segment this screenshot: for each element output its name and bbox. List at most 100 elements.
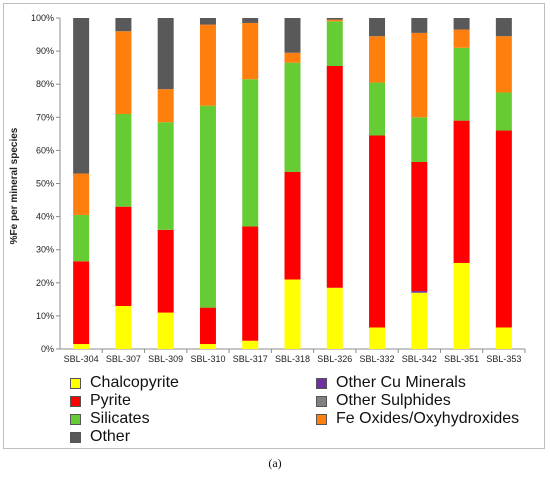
bar-silicates-sbl-309 [157, 122, 174, 230]
legend-label: Other [90, 428, 131, 445]
figure-caption: (a) [268, 456, 282, 470]
x-tick-label: SBL-351 [444, 354, 479, 364]
bar-chalcopyrite-sbl-326 [326, 287, 343, 349]
x-tick-label: SBL-353 [486, 354, 521, 364]
y-tick-label: 20% [36, 278, 54, 288]
legend-item-fe-oxides-oxyhydroxides: Fe Oxides/Oxyhydroxides [316, 410, 519, 428]
y-tick-label: 80% [36, 79, 54, 89]
bar-fe-oxides-oxyhydroxides-sbl-332 [369, 36, 386, 83]
bar-other-sbl-317 [242, 18, 259, 23]
y-tick-label: 10% [36, 311, 54, 321]
bar-pyrite-sbl-332 [369, 135, 386, 328]
bar-fe-oxides-oxyhydroxides-sbl-310 [199, 24, 216, 106]
legend-swatch [70, 377, 81, 389]
bar-silicates-sbl-326 [326, 21, 343, 66]
y-tick-label: 30% [36, 245, 54, 255]
legend-item-other-sulphides: Other Sulphides [316, 392, 451, 410]
y-tick-label: 90% [36, 46, 54, 56]
bar-silicates-sbl-307 [115, 113, 132, 207]
legend-swatch [316, 377, 327, 389]
legend-swatch [70, 431, 81, 443]
bar-other-sbl-318 [284, 18, 301, 53]
bar-pyrite-sbl-353 [495, 130, 512, 328]
bar-silicates-sbl-304 [73, 214, 90, 262]
bar-other-cu-minerals-sbl-342 [411, 291, 428, 293]
x-tick-label: SBL-317 [233, 354, 268, 364]
bar-fe-oxides-oxyhydroxides-sbl-351 [453, 29, 470, 48]
bar-fe-oxides-oxyhydroxides-sbl-326 [326, 19, 343, 22]
legend-swatch [70, 413, 81, 425]
bar-pyrite-sbl-310 [199, 307, 216, 345]
y-tick-label: 100% [31, 13, 54, 23]
legend-swatch [70, 395, 81, 407]
bar-other-sbl-309 [157, 18, 174, 90]
bar-other-sbl-351 [453, 18, 470, 30]
y-tick-label: 50% [36, 179, 54, 189]
x-tick-label: SBL-326 [317, 354, 352, 364]
legend-item-chalcopyrite: Chalcopyrite [70, 374, 179, 392]
y-tick-label: 40% [36, 212, 54, 222]
bar-chalcopyrite-sbl-332 [369, 327, 386, 349]
stacked-bar-chart: 0% 10% 20% 30% 40% 50% 60% 70% 80% 90% 100% SBL-304… [9, 13, 526, 364]
bar-chalcopyrite-sbl-309 [157, 312, 174, 349]
bar-chalcopyrite-sbl-351 [453, 262, 470, 349]
bar-silicates-sbl-353 [495, 92, 512, 131]
bar-pyrite-sbl-318 [284, 171, 301, 280]
bar-other-sbl-342 [411, 18, 428, 33]
x-tick-label: SBL-318 [275, 354, 310, 364]
tick-labels: 0% 10% 20% 30% 40% 50% 60% 70% 80% 90% 100% SBL-304… [31, 13, 521, 364]
y-tick-label: 60% [36, 145, 54, 155]
legend-label: Chalcopyrite [90, 374, 179, 391]
bar-other-sbl-307 [115, 18, 132, 32]
y-axis-label: %Fe per mineral species [9, 127, 20, 244]
figure-frame: 0% 10% 20% 30% 40% 50% 60% 70% 80% 90% 100% SBL-304… [3, 3, 545, 449]
bar-fe-oxides-oxyhydroxides-sbl-317 [242, 22, 259, 80]
bar-silicates-sbl-351 [453, 47, 470, 121]
legend-label: Other Cu Minerals [336, 374, 466, 391]
bar-pyrite-sbl-307 [115, 206, 132, 306]
bar-pyrite-sbl-317 [242, 226, 259, 341]
y-tick-label: 70% [36, 112, 54, 122]
axes [56, 17, 526, 353]
bar-chalcopyrite-sbl-310 [199, 344, 216, 349]
x-tick-label: SBL-332 [360, 354, 395, 364]
x-tick-label: SBL-309 [148, 354, 183, 364]
bar-fe-oxides-oxyhydroxides-sbl-353 [495, 36, 512, 93]
legend-label: Fe Oxides/Oxyhydroxides [336, 410, 520, 427]
x-tick-label: SBL-304 [64, 354, 99, 364]
bar-chalcopyrite-sbl-318 [284, 279, 301, 349]
legend-item-silicates: Silicates [70, 410, 150, 428]
legend-item-other-cu-minerals: Other Cu Minerals [316, 374, 466, 392]
legend-swatch [316, 395, 327, 407]
bar-pyrite-sbl-309 [157, 229, 174, 313]
bar-other-sbl-310 [199, 18, 216, 25]
legend: Chalcopyrite Other Cu Minerals Pyrite Other… [70, 374, 540, 446]
legend-item-other: Other [70, 428, 130, 446]
legend-swatch [316, 413, 327, 425]
x-tick-label: SBL-310 [190, 354, 225, 364]
bar-chalcopyrite-sbl-304 [73, 344, 90, 349]
x-tick-label: SBL-342 [402, 354, 437, 364]
bar-silicates-sbl-317 [242, 79, 259, 227]
bar-silicates-sbl-332 [369, 82, 386, 136]
bar-chalcopyrite-sbl-353 [495, 327, 512, 349]
bar-pyrite-sbl-326 [326, 65, 343, 288]
legend-label: Pyrite [90, 392, 131, 409]
bar-chalcopyrite-sbl-307 [115, 305, 132, 349]
y-tick-label: 0% [41, 344, 54, 354]
bar-fe-oxides-oxyhydroxides-sbl-318 [284, 52, 301, 63]
bar-silicates-sbl-310 [199, 105, 216, 308]
legend-item-pyrite: Pyrite [70, 392, 131, 410]
bar-pyrite-sbl-304 [73, 261, 90, 345]
bar-chalcopyrite-sbl-317 [242, 340, 259, 349]
bar-pyrite-sbl-351 [453, 120, 470, 263]
bar-chalcopyrite-sbl-342 [411, 292, 428, 349]
bar-fe-oxides-oxyhydroxides-sbl-309 [157, 89, 174, 123]
bar-pyrite-sbl-342 [411, 161, 428, 292]
bar-silicates-sbl-342 [411, 117, 428, 162]
bar-other-sbl-332 [369, 18, 386, 37]
bar-other-sbl-326 [326, 18, 343, 20]
bar-other-sbl-353 [495, 18, 512, 37]
bar-other-sbl-304 [73, 18, 90, 174]
legend-label: Other Sulphides [336, 392, 451, 409]
